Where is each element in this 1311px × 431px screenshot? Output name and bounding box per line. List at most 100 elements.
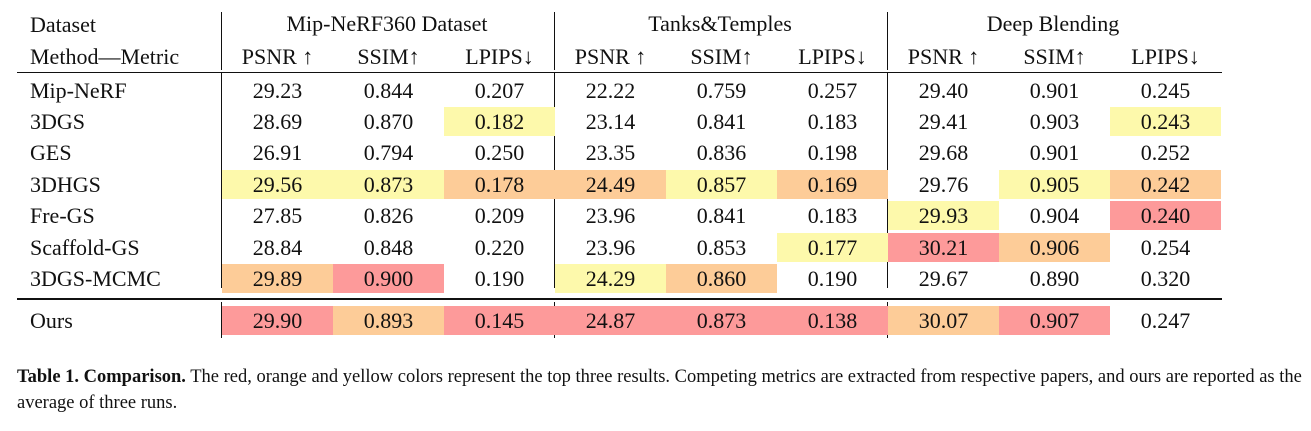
table-cell: 0.198 <box>807 140 858 165</box>
caption-title: Comparison. <box>83 367 186 387</box>
method-name: 3DHGS <box>30 172 101 197</box>
method-name: GES <box>30 140 72 165</box>
table-cell: 0.245 <box>1140 78 1191 103</box>
table-cell-ours: 24.87 <box>555 306 666 335</box>
table-cell: 27.85 <box>252 203 303 228</box>
table-cell: 0.243 <box>1110 107 1221 136</box>
caption-label: Table 1. <box>17 367 80 387</box>
table-cell: 0.190 <box>807 266 858 291</box>
table-cell: 29.67 <box>918 266 969 291</box>
table-cell: 0.903 <box>1029 109 1080 134</box>
table-cell: 0.207 <box>474 78 525 103</box>
table-cell: 0.848 <box>363 235 414 260</box>
table-cell: 29.76 <box>918 172 969 197</box>
metric-header: PSNR ↑ <box>907 44 980 69</box>
table-cell: 0.759 <box>696 78 747 103</box>
column-divider <box>221 12 222 70</box>
column-divider <box>221 302 222 338</box>
table-cell: 0.826 <box>363 203 414 228</box>
table-cell: 28.69 <box>252 109 303 134</box>
metric-header: LPIPS↓ <box>465 44 534 69</box>
metric-header: PSNR ↑ <box>574 44 647 69</box>
table-cell: 0.853 <box>696 235 747 260</box>
table-cell: 0.257 <box>807 78 858 103</box>
table-cell: 29.40 <box>918 78 969 103</box>
table-cell: 29.56 <box>222 170 333 199</box>
method-name: Mip-NeRF <box>30 78 127 103</box>
table-cell: 30.21 <box>888 233 999 262</box>
table-cell: 23.96 <box>585 203 636 228</box>
table-cell: 0.182 <box>444 107 555 136</box>
metric-header: PSNR ↑ <box>241 44 314 69</box>
table-cell-ours: 0.138 <box>777 306 888 335</box>
table-cell-ours: 0.893 <box>333 306 444 335</box>
table-cell: 24.29 <box>555 264 666 293</box>
table-cell: 0.177 <box>777 233 888 262</box>
table-cell: 0.183 <box>807 109 858 134</box>
table-cell: 0.242 <box>1110 170 1221 199</box>
table-cell: 23.14 <box>585 109 636 134</box>
method-name: Fre-GS <box>30 203 95 228</box>
method-name: 3DGS <box>30 109 86 134</box>
table-cell-ours: 30.07 <box>888 306 999 335</box>
table-cell: 29.41 <box>918 109 969 134</box>
metric-header: SSIM↑ <box>1023 44 1086 69</box>
table-cell: 0.901 <box>1029 78 1080 103</box>
table-cell: 24.49 <box>555 170 666 199</box>
column-divider <box>887 12 888 70</box>
table-cell: 0.890 <box>1029 266 1080 291</box>
table-cell: 23.35 <box>585 140 636 165</box>
table-cell-ours: 0.145 <box>444 306 555 335</box>
metric-header: LPIPS↓ <box>1131 44 1200 69</box>
corner-dataset-label: Dataset <box>30 12 96 37</box>
header-rule <box>17 72 1222 73</box>
table-cell: 0.905 <box>999 170 1110 199</box>
group-header-deep-blending: Deep Blending <box>986 11 1120 36</box>
table-cell-ours: 0.247 <box>1140 308 1191 333</box>
corner-method-metric-label: Method—Metric <box>30 44 180 69</box>
table-cell: 29.68 <box>918 140 969 165</box>
table-cell-ours: 0.907 <box>999 306 1110 335</box>
table-cell: 0.870 <box>363 109 414 134</box>
table-cell: 0.209 <box>474 203 525 228</box>
table-cell: 0.857 <box>666 170 777 199</box>
table-cell: 0.901 <box>1029 140 1080 165</box>
comparison-table: Dataset Method—Metric Mip-NeRF360 Datase… <box>17 11 1222 338</box>
method-name-ours: Ours <box>30 308 73 333</box>
table-cell: 0.183 <box>807 203 858 228</box>
metric-header: SSIM↑ <box>690 44 753 69</box>
table-cell: 0.178 <box>444 170 555 199</box>
table-cell: 22.22 <box>585 78 636 103</box>
group-header-mipnerf360: Mip-NeRF360 Dataset <box>286 11 488 36</box>
method-name: Scaffold-GS <box>30 235 140 260</box>
table-cell-ours: 0.873 <box>666 306 777 335</box>
table-cell: 0.794 <box>363 140 414 165</box>
group-header-tanks-temples: Tanks&Temples <box>648 11 792 36</box>
table-cell: 29.93 <box>888 201 999 230</box>
table-caption: Table 1. Comparison. The red, orange and… <box>17 364 1302 416</box>
table-cell: 0.220 <box>474 235 525 260</box>
table-cell: 0.860 <box>666 264 777 293</box>
table-cell: 0.841 <box>696 109 747 134</box>
table-cell: 0.906 <box>999 233 1110 262</box>
table-cell: 29.23 <box>252 78 303 103</box>
column-divider <box>554 12 555 70</box>
table-cell: 0.254 <box>1140 235 1191 260</box>
table-cell-ours: 29.90 <box>222 306 333 335</box>
table-cell: 0.841 <box>696 203 747 228</box>
table-cell: 0.240 <box>1110 201 1221 230</box>
table-cell: 0.844 <box>363 78 414 103</box>
column-divider <box>221 72 222 288</box>
method-name: 3DGS-MCMC <box>30 266 161 291</box>
table-cell: 28.84 <box>252 235 303 260</box>
table-cell: 0.252 <box>1140 140 1191 165</box>
table-cell: 0.836 <box>696 140 747 165</box>
ours-separator-rule <box>17 298 1222 300</box>
table-cell: 0.190 <box>474 266 525 291</box>
table-cell: 0.169 <box>777 170 888 199</box>
table-cell: 0.900 <box>333 264 444 293</box>
table-cell: 0.320 <box>1140 266 1191 291</box>
table-cell: 0.873 <box>333 170 444 199</box>
table-cell: 29.89 <box>222 264 333 293</box>
metric-header: SSIM↑ <box>357 44 420 69</box>
